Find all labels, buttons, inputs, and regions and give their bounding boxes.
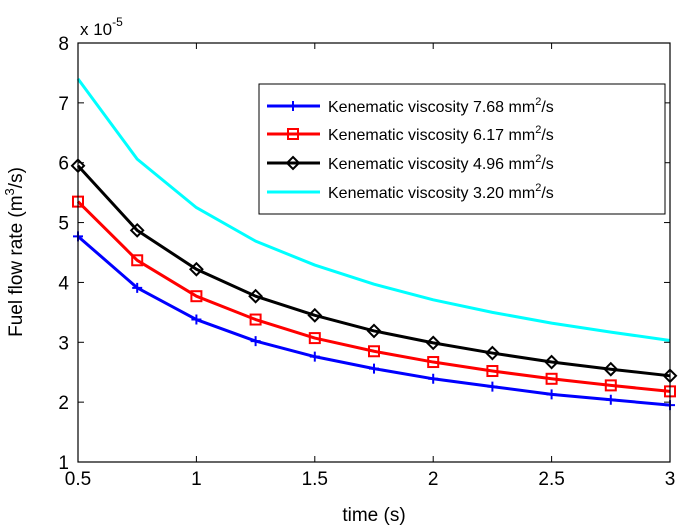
- series-line-3: [76, 78, 671, 342]
- y-tick-label: 1: [58, 453, 69, 474]
- series-0-point: [487, 381, 498, 392]
- legend-label-1-sup: 2: [535, 124, 541, 136]
- series-1-point: [308, 332, 321, 345]
- y-multiplier-base: x 10: [80, 20, 112, 39]
- y-axis-label-sup: 3: [2, 188, 17, 195]
- series-2-point: [544, 354, 560, 370]
- series-2-point: [188, 261, 204, 277]
- legend-label-0-sup: 2: [535, 96, 541, 108]
- series-1-point: [131, 254, 144, 267]
- series-line-1: [76, 200, 671, 393]
- series-1-point: [368, 345, 380, 358]
- legend-label-2-tail: /s: [541, 156, 553, 173]
- legend-label-2-sup: 2: [535, 153, 541, 165]
- y-tick-label: 3: [58, 333, 69, 354]
- legend: Kenematic viscosity 7.68 mm2/s Kenematic…: [258, 83, 666, 215]
- legend-box: [258, 83, 666, 215]
- y-axis-label-tail: /s): [6, 167, 27, 188]
- y-multiplier-exponent: -5: [112, 15, 123, 29]
- y-tick-label: 4: [58, 273, 69, 294]
- legend-label-2: Kenematic viscosity 4.96 mm2/s: [328, 153, 554, 173]
- y-axis-label-main: Fuel flow rate (m: [6, 195, 27, 336]
- series-1-point: [486, 365, 499, 378]
- legend-label-1-main: Kenematic viscosity 6.17 mm: [328, 127, 535, 144]
- y-tick-label: 8: [58, 34, 69, 55]
- legend-marker-0: [288, 101, 298, 111]
- legend-label-2-main: Kenematic viscosity 4.96 mm: [328, 156, 535, 173]
- legend-markers: [267, 101, 320, 194]
- legend-marker-2: [285, 155, 301, 171]
- legend-label-0: Kenematic viscosity 7.68 mm2/s: [328, 96, 554, 116]
- series-2-point: [248, 288, 264, 304]
- x-tick-label: 1: [191, 469, 202, 490]
- legend-label-3: Kenematic viscosity 3.20 mm2/s: [328, 182, 554, 202]
- series-2-point: [366, 323, 382, 339]
- series-1-point: [545, 372, 558, 385]
- series-0-point: [605, 394, 616, 405]
- y-multiplier: x 10-5: [80, 15, 123, 39]
- plot-frame: [77, 42, 671, 463]
- series-2-point: [603, 361, 619, 377]
- legend-marker-1: [287, 128, 299, 140]
- series-2-point: [307, 307, 323, 323]
- legend-label-3-main: Kenematic viscosity 3.20 mm: [328, 185, 535, 202]
- series-2-point: [425, 335, 441, 351]
- series-0-point: [132, 282, 143, 293]
- x-tick-label: 2: [428, 469, 439, 490]
- series-line-2: [76, 164, 671, 378]
- legend-label-0-tail: /s: [541, 99, 553, 116]
- series-0-point: [250, 336, 261, 347]
- y-tick-label: 5: [58, 214, 69, 235]
- y-tick-label: 7: [58, 94, 69, 115]
- legend-label-1-tail: /s: [541, 127, 553, 144]
- y-tick-label: 6: [58, 154, 69, 175]
- series-0-point: [191, 314, 202, 325]
- series-0-point: [369, 363, 379, 374]
- x-tick-label: 1.5: [302, 469, 328, 490]
- series-2-point: [484, 345, 500, 361]
- y-axis-label: Fuel flow rate (m3/s): [2, 167, 27, 337]
- x-tick-label: 3: [665, 469, 676, 490]
- series-2-point: [129, 222, 145, 238]
- legend-label-0-main: Kenematic viscosity 7.68 mm: [328, 99, 535, 116]
- legend-label-3-tail: /s: [541, 185, 553, 202]
- series-0-point: [428, 373, 439, 384]
- series-1-point: [604, 379, 617, 392]
- y-tick-label: 2: [58, 393, 69, 414]
- x-axis-label: time (s): [342, 505, 405, 526]
- series-1-point: [427, 356, 440, 369]
- series-1-point: [249, 313, 262, 326]
- series-0-point: [546, 389, 557, 400]
- x-tick-label: 0.5: [65, 469, 91, 490]
- series-0-point: [309, 351, 320, 362]
- x-tick-label: 2.5: [538, 469, 564, 490]
- legend-label-3-sup: 2: [535, 182, 541, 194]
- legend-label-1: Kenematic viscosity 6.17 mm2/s: [328, 124, 554, 144]
- series-1-point: [190, 290, 203, 303]
